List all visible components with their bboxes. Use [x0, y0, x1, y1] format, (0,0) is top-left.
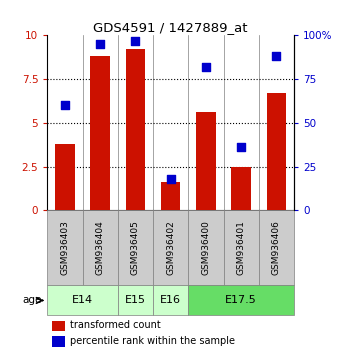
Title: GDS4591 / 1427889_at: GDS4591 / 1427889_at	[93, 21, 248, 34]
Bar	[118, 285, 153, 315]
Text: age: age	[23, 296, 42, 306]
Bar	[52, 321, 65, 331]
Bar	[47, 285, 118, 315]
Point	[239, 144, 244, 150]
Text: GSM936405: GSM936405	[131, 221, 140, 275]
Text: percentile rank within the sample: percentile rank within the sample	[70, 336, 235, 346]
Bar	[47, 210, 82, 285]
Text: GSM936402: GSM936402	[166, 221, 175, 275]
Bar	[153, 210, 188, 285]
Bar	[223, 210, 259, 285]
Bar	[91, 56, 110, 210]
Point	[133, 38, 138, 44]
Bar	[55, 144, 75, 210]
Bar	[232, 167, 251, 210]
Bar	[118, 210, 153, 285]
Text: E17.5: E17.5	[225, 296, 257, 306]
Text: E14: E14	[72, 296, 93, 306]
Bar	[188, 210, 223, 285]
Text: GSM936406: GSM936406	[272, 221, 281, 275]
Bar	[259, 210, 294, 285]
Bar	[267, 93, 286, 210]
Text: GSM936400: GSM936400	[201, 221, 211, 275]
Bar	[82, 210, 118, 285]
Bar	[196, 113, 216, 210]
Point	[168, 176, 173, 182]
Point	[203, 64, 209, 70]
Bar	[126, 50, 145, 210]
Point	[97, 41, 103, 47]
Text: transformed count: transformed count	[70, 320, 160, 330]
Bar	[161, 182, 180, 210]
Text: E15: E15	[125, 296, 146, 306]
Text: GSM936401: GSM936401	[237, 221, 246, 275]
Point	[274, 53, 279, 59]
Bar	[188, 285, 294, 315]
Text: E16: E16	[160, 296, 181, 306]
Bar	[52, 336, 65, 347]
Text: GSM936404: GSM936404	[96, 221, 105, 275]
Point	[62, 103, 68, 108]
Bar	[153, 285, 188, 315]
Text: GSM936403: GSM936403	[61, 221, 69, 275]
